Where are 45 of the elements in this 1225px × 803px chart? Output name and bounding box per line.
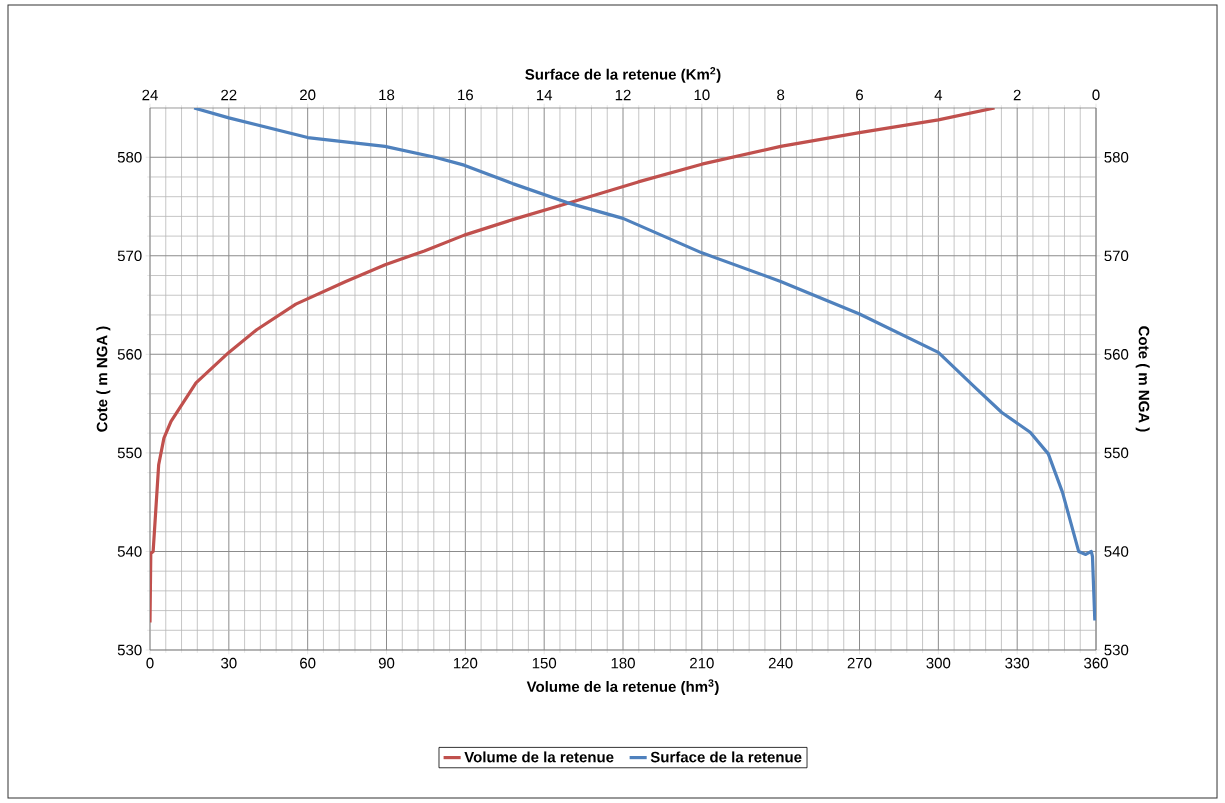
y-tick-label: 530 [117, 644, 142, 656]
x-tick-label: 120 [453, 657, 478, 669]
x-tick-label: 330 [1005, 657, 1030, 669]
x2-tick-label: 4 [934, 89, 943, 101]
y2-tick-label: 530 [1104, 644, 1129, 656]
y2-tick-label: 580 [1104, 151, 1129, 163]
y-tick-label: 550 [117, 447, 142, 459]
x-tick-label: 180 [611, 657, 635, 669]
x-tick-label: 360 [1084, 657, 1108, 669]
y2-tick-label: 540 [1104, 546, 1129, 557]
y-axis-title: Cote ( m NGA ) [96, 326, 111, 432]
legend-label: Volume de la retenue [464, 751, 614, 763]
x-axis-title: Volume de la retenue (hm$^{3}$) [526, 679, 719, 695]
x2-tick-label: 0 [1092, 89, 1100, 101]
y-tick-label: 570 [117, 250, 142, 262]
x2-tick-label: 12 [615, 89, 631, 101]
x2-tick-label: 20 [300, 89, 316, 101]
legend-label: Surface de la retenue [650, 751, 802, 763]
x-tick-label: 300 [926, 657, 951, 669]
x2-axis-title: Surface de la retenue (Km$^{2}$) [525, 67, 721, 83]
y-tick-label: 560 [117, 349, 142, 360]
x2-tick-label: 24 [142, 89, 158, 101]
x-tick-label: 240 [768, 657, 793, 669]
x2-tick-label: 10 [694, 89, 710, 101]
x-tick-label: 90 [378, 657, 395, 669]
x2-tick-label: 14 [536, 89, 553, 101]
y2-axis-title: Cote ( m NGA ) [1135, 326, 1150, 432]
x2-tick-label: 18 [379, 89, 395, 101]
x2-tick-label: 22 [221, 89, 237, 101]
x-tick-label: 270 [847, 657, 872, 669]
y2-tick-label: 560 [1104, 349, 1129, 360]
x-tick-label: 60 [300, 657, 316, 669]
x2-tick-label: 2 [1013, 89, 1021, 101]
x-tick-label: 0 [146, 657, 154, 669]
x2-tick-label: 16 [458, 89, 474, 101]
x2-tick-label: 8 [777, 89, 785, 101]
x-tick-label: 30 [221, 657, 237, 669]
y2-tick-label: 550 [1104, 447, 1129, 459]
x-tick-label: 210 [690, 657, 714, 669]
x-tick-label: 150 [532, 657, 557, 669]
y2-tick-label: 570 [1104, 250, 1129, 262]
x2-tick-label: 6 [856, 89, 864, 101]
y-tick-label: 540 [117, 546, 142, 557]
y-tick-label: 580 [117, 151, 142, 163]
line-series [150, 108, 997, 625]
